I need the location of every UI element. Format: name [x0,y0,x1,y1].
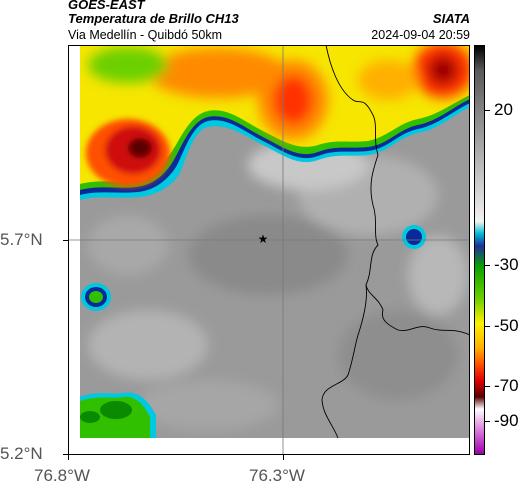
x-label-76.8W: 76.8°W [34,466,90,485]
y-label-5.7N: 5.7°N [0,230,43,249]
colorbar-tick [485,421,490,422]
y-label-5.2N: 5.2°N [0,444,43,463]
cloud-band [80,45,470,200]
colorbar-label: -30 [494,255,519,274]
y-tick [63,454,68,455]
colorbar-tick [485,110,490,111]
channel-title: Temperatura de Brillo CH13 [68,11,239,26]
colorbar-tick [485,265,490,266]
y-tick [63,240,68,241]
cell-west [81,283,111,311]
timestamp: 2024-09-04 20:59 [371,28,470,42]
cell-southwest [80,392,156,438]
gray-texture [88,140,468,430]
colorbar-label: 20 [494,100,513,119]
colorbar-label: -90 [494,411,519,430]
border-line-south [321,284,367,439]
x-tick [283,455,284,460]
colorbar-tick [485,326,490,327]
satellite-map[interactable]: ★ [68,45,470,455]
station-marker-icon: ★ [258,232,269,246]
colorbar [474,45,485,455]
colorbar-tick [485,386,490,387]
colorbar-label: -50 [494,316,519,335]
border-line [325,45,470,336]
product-title: GOES-EAST [68,0,145,12]
x-label-76.3W: 76.3°W [249,466,305,485]
route-label: Via Medellín - Quibdó 50km [68,28,223,42]
cell-east [402,225,426,249]
source-label: SIATA [432,11,470,26]
x-tick [68,455,69,460]
colorbar-label: -70 [494,376,519,395]
